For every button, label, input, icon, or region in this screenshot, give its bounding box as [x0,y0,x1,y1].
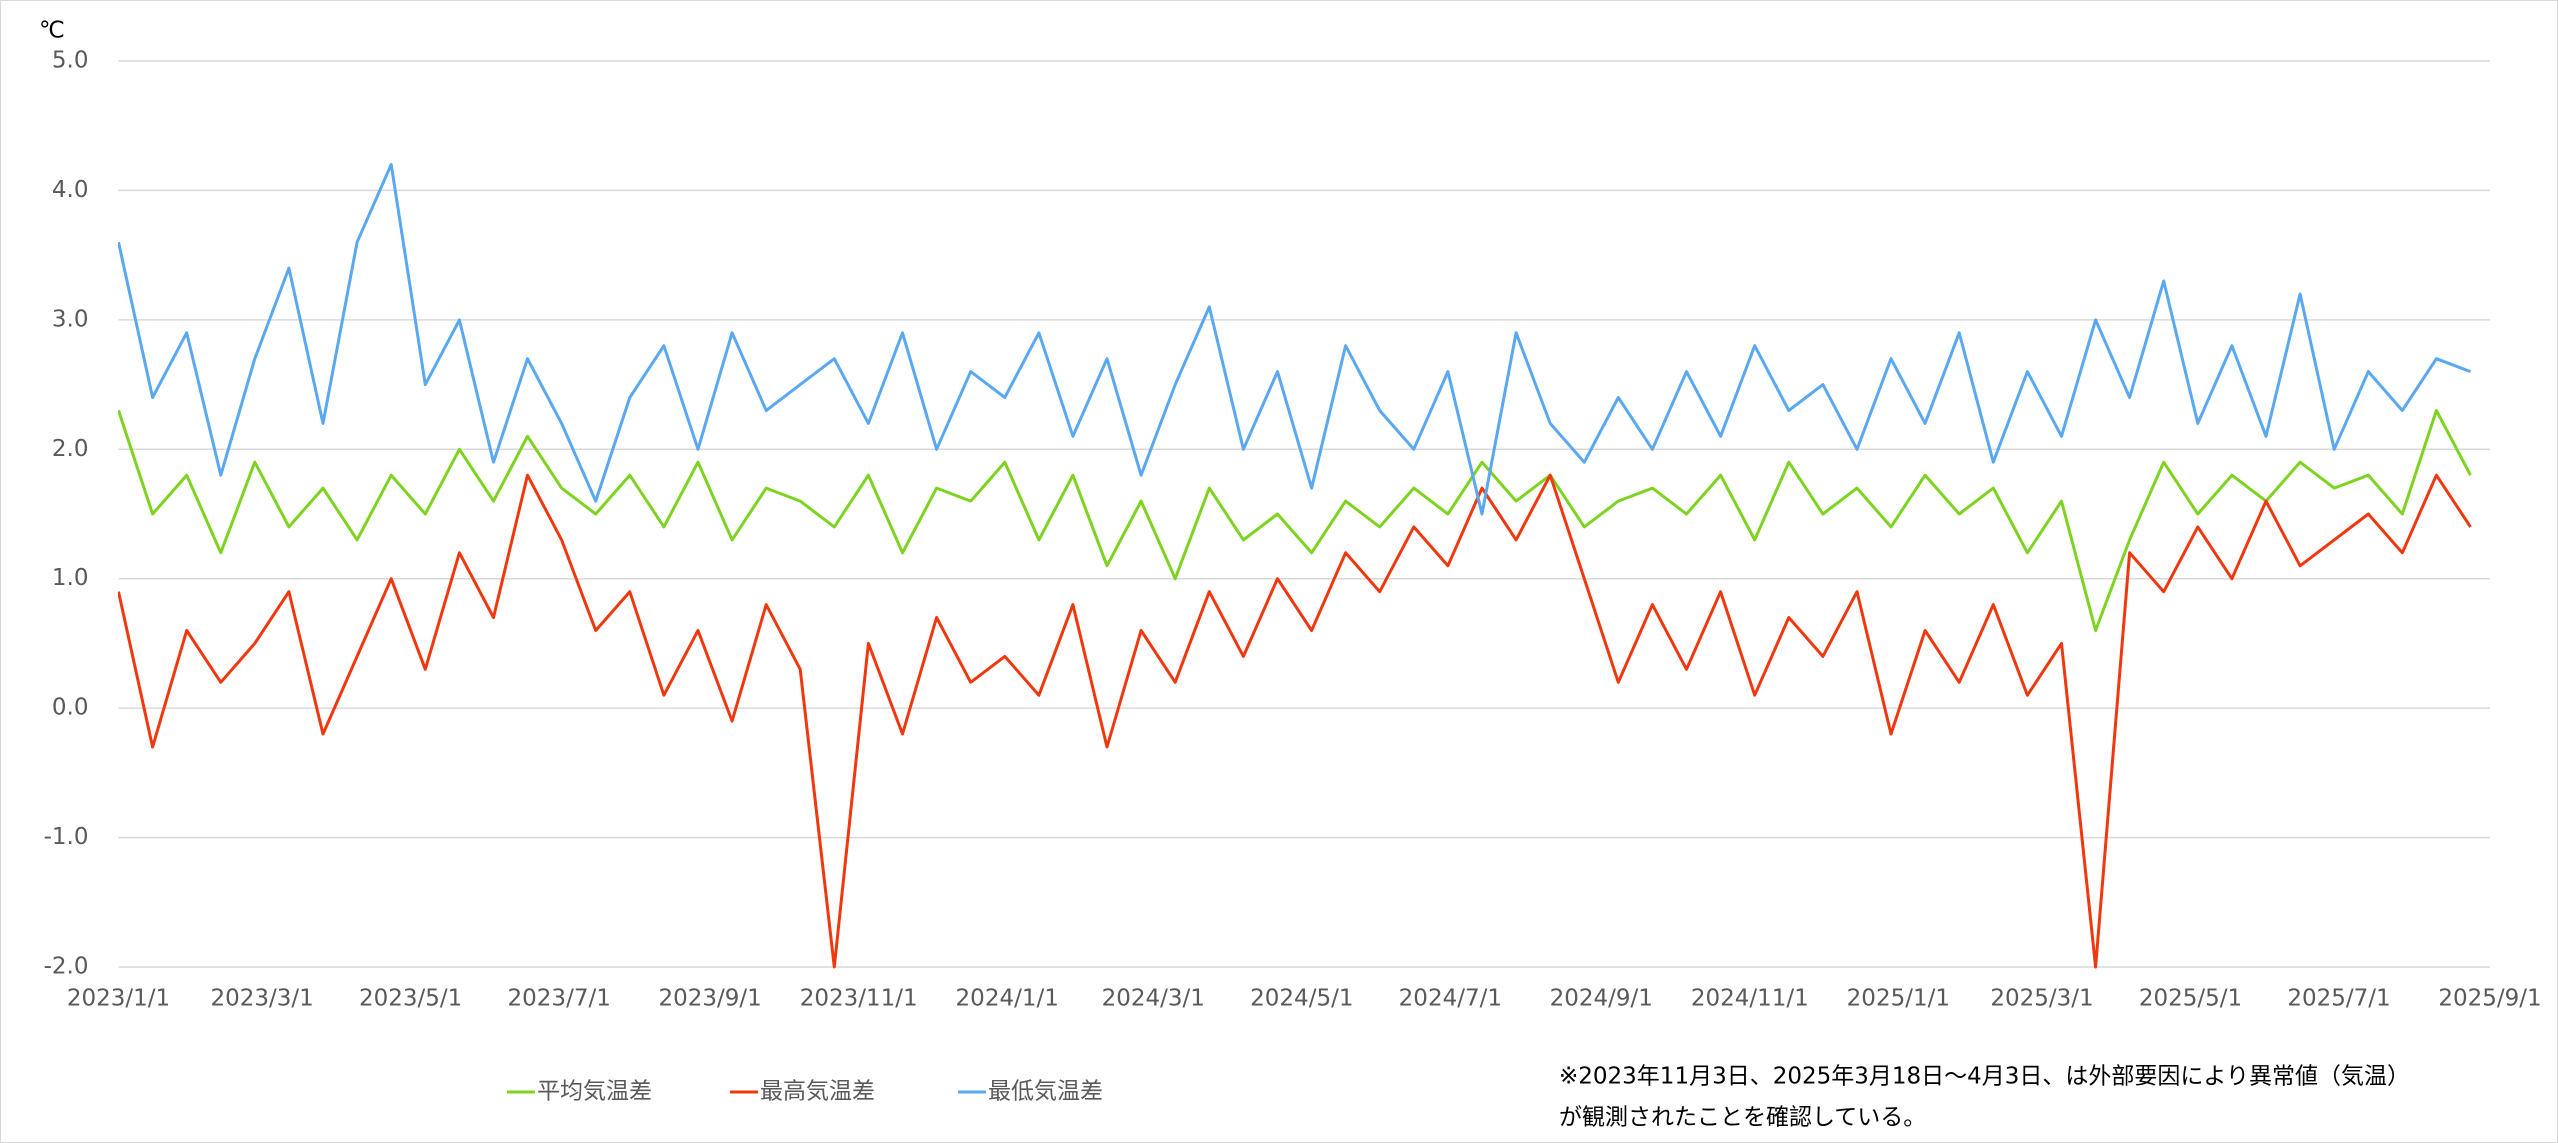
x-tick-label: 2023/5/1 [359,986,462,1012]
legend-label: 最低気温差 [988,1079,1103,1105]
y-tick-label: -2.0 [44,954,89,980]
x-tick-label: 2024/11/1 [1691,986,1809,1012]
x-tick-label: 2025/5/1 [2139,986,2242,1012]
x-tick-label: 2024/3/1 [1102,986,1205,1012]
x-tick-label: 2025/9/1 [2438,986,2541,1012]
legend-label: 最高気温差 [760,1079,875,1105]
y-tick-label: -1.0 [44,824,89,850]
series-line [118,163,2472,516]
y-tick-label: 4.0 [52,177,89,203]
y-tick-label: 2.0 [52,436,89,462]
note: が観測されたことを確認している。 [1559,1105,1926,1131]
y-axis-label: ℃ [39,18,65,44]
y-tick-label: 0.0 [52,695,89,721]
x-tick-label: 2024/9/1 [1550,986,1653,1012]
x-tick-label: 2023/3/1 [210,986,313,1012]
x-tick-label: 2024/7/1 [1399,986,1502,1012]
x-tick-label: 2023/11/1 [800,986,918,1012]
note: ※2023年11月3日、2025年3月18日～4月3日、は外部要因により異常値（… [1559,1064,2410,1090]
x-tick-label: 2025/7/1 [2287,986,2390,1012]
y-tick-label: 1.0 [52,565,89,591]
x-tick-label: 2025/3/1 [1990,986,2093,1012]
x-tick-label: 2024/1/1 [956,986,1059,1012]
x-tick-label: 2024/5/1 [1250,986,1353,1012]
x-tick-label: 2023/1/1 [67,986,170,1012]
series-line [118,473,2472,969]
x-tick-label: 2023/9/1 [659,986,762,1012]
y-tick-label: 3.0 [52,306,89,332]
x-tick-label: 2025/1/1 [1847,986,1950,1012]
legend-label: 平均気温差 [537,1079,652,1105]
x-tick-label: 2023/7/1 [508,986,611,1012]
series-line [118,409,2472,632]
y-tick-label: 5.0 [52,48,89,74]
